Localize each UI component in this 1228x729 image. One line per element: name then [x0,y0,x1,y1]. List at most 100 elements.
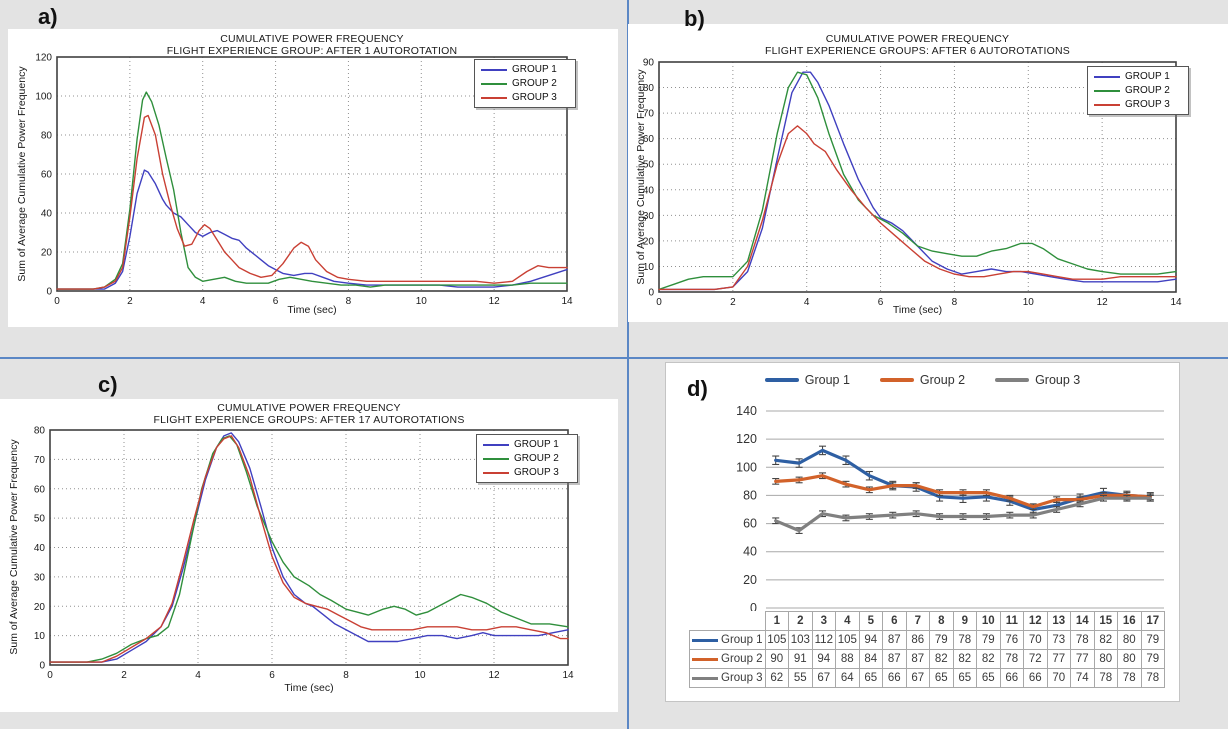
legend-item: GROUP 3 [1094,99,1182,110]
y-tick-label: 80 [34,426,46,437]
table-row: Group 3 62 55 67 64 65 66 67 65 65 65 66 66 70 74 78 78 7… [689,668,1166,688]
y-tick-label: 40 [643,185,655,196]
legend-line-swatch [481,96,507,99]
x-tick-label: 10 [1023,297,1035,308]
table-column-header: 10 [976,611,1001,631]
table-column-header: 16 [1117,611,1142,631]
series-line-group-1 [658,71,1177,291]
table-row-label: Group 3 [689,668,766,688]
x-tick-label: 2 [121,670,127,681]
y-tick-label: 0 [46,287,52,298]
table-cell: 65 [976,668,1001,688]
table-column-header: 7 [905,611,931,631]
table-column-header: 15 [1093,611,1119,631]
table-cell: 73 [1046,630,1072,650]
axes-frame [658,61,1177,293]
axes-frame [56,56,568,292]
table-cell: 77 [1046,649,1072,669]
series-line-group-2 [56,91,568,290]
legend-item: GROUP 2 [483,453,571,464]
table-cell: 78 [952,630,978,650]
series-line-group-3 [658,125,1177,291]
table-cell: 70 [1023,630,1048,650]
legend-line-swatch [1094,75,1120,78]
y-tick-label: 0 [648,288,654,299]
y-tick-label: 10 [34,631,46,642]
y-tick-label: 0 [39,661,45,672]
table-cell: 78 [999,649,1025,669]
table-cell: 82 [976,649,1001,669]
series-line-group-2 [774,474,1152,509]
x-tick-label: 14 [1170,297,1182,308]
table-cell: 80 [1093,649,1119,669]
y-tick-label: 50 [643,160,655,171]
legend-label: GROUP 1 [512,64,557,75]
table-row: Group 1 105 103 112 105 94 87 86 79 78 79 76 70 73 78 8… [689,630,1166,650]
series-line-group-1 [774,448,1152,512]
y-tick-label: 120 [35,53,52,64]
legend-item: GROUP 1 [1094,71,1182,82]
table-cell: 64 [835,668,860,688]
panel-b-title-line2: FLIGHT EXPERIENCE GROUPS: AFTER 6 AUTORO… [764,45,1070,57]
y-tick-label: 60 [743,517,757,531]
legend-label: GROUP 3 [1125,99,1170,110]
panel-c-ylabel: Sum of Average Cumulative Power Frequenc… [8,439,20,655]
panel-c-legend: GROUP 1 GROUP 2 GROUP 3 [476,434,578,483]
panel-a-legend: GROUP 1 GROUP 2 GROUP 3 [474,59,576,108]
y-tick-label: 100 [35,92,52,103]
legend-line-swatch [764,378,799,382]
legend-label: Group 3 [1035,373,1081,387]
legend-item: Group 3 [995,373,1080,387]
y-tick-label: 20 [643,236,655,247]
y-tick-label: 10 [643,262,655,273]
panel-c-figure: 0 2 4 6 8 10 12 14 0 10 20 30 40 50 60 70 80 CUMULATIVE … [0,399,618,712]
legend-label: GROUP 1 [1125,71,1170,82]
x-tick-label: 8 [343,670,349,681]
panel-a-label: a) [38,4,58,29]
panel-a-ylabel: Sum of Average Cumulative Power Frequenc… [16,66,28,282]
table-cell: 87 [882,630,907,650]
vertical-divider [627,0,629,729]
table-cell: 78 [1070,630,1095,650]
panel-c-title: CUMULATIVE POWER FREQUENCY FLIGHT EXPERI… [50,402,568,426]
table-corner-cell [690,612,766,631]
y-tick-label: 140 [736,404,757,418]
panel-c-title-line2: FLIGHT EXPERIENCE GROUPS: AFTER 17 AUTOR… [153,414,465,426]
table-row-label-text: Group 1 [721,634,763,646]
x-tick-label: 12 [488,670,500,681]
table-column-header: 1 [764,611,790,631]
y-tick-label: 50 [34,514,46,525]
table-column-header: 3 [811,611,837,631]
y-tick-label: 20 [34,602,46,613]
legend-label: GROUP 2 [1125,85,1170,96]
legend-label: GROUP 2 [512,78,557,89]
horizontal-divider [0,357,1228,359]
panel-b-ylabel: Sum of Average Cumulative Power Frequenc… [635,69,647,285]
table-cell: 62 [764,668,790,688]
x-tick-label: 12 [1097,297,1109,308]
legend-item: Group 2 [879,373,966,387]
panel-c-title-line1: CUMULATIVE POWER FREQUENCY [217,402,401,414]
table-column-header: 14 [1070,611,1095,631]
y-tick-label: 20 [41,248,53,259]
table-cell: 105 [835,630,860,650]
table-column-header: 9 [952,611,978,631]
x-tick-label: 8 [346,296,352,307]
x-tick-label: 6 [878,297,884,308]
legend-label: Group 2 [919,373,966,387]
panel-d-table: 1 2 3 4 5 6 7 8 9 10 11 12 13 14 15 16 17 Group 1 105 103 11… [689,611,1166,688]
table-cell: 67 [811,668,837,688]
panel-a-figure: 0 2 4 6 8 10 12 14 0 20 40 60 80 100 120 CUMULATIVE PO… [8,29,618,327]
table-cell: 65 [858,668,884,688]
table-column-header: 17 [1140,611,1166,631]
series-line-group-2 [658,71,1177,291]
panel-d-label: d) [687,376,708,401]
panel-b-title-line1: CUMULATIVE POWER FREQUENCY [825,33,1010,45]
panel-b-xlabel: Time (sec) [892,304,943,316]
x-tick-label: 4 [200,296,206,307]
table-cell: 82 [1093,630,1119,650]
legend-item: GROUP 1 [483,439,571,450]
y-tick-label: 80 [41,131,53,142]
table-cell: 94 [858,630,884,650]
table-cell: 91 [788,649,813,669]
